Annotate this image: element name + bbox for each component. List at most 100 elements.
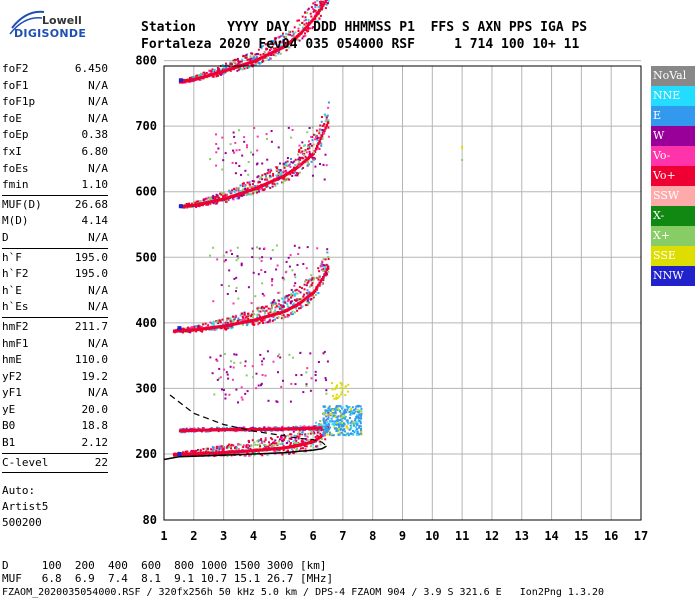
echo-point: [287, 440, 289, 443]
echo-point: [343, 423, 346, 426]
echo-point: [253, 56, 255, 59]
echo-point: [258, 313, 260, 316]
echo-point: [238, 196, 241, 199]
echo-point: [272, 47, 275, 50]
echo-point: [295, 299, 298, 302]
echo-point: [230, 443, 233, 446]
echo-point: [304, 433, 307, 436]
echo-point: [229, 317, 232, 320]
echo-point: [302, 167, 305, 169]
echo-point: [282, 445, 285, 448]
echo-point: [312, 443, 315, 446]
echo-point: [282, 300, 285, 303]
echo-point: [333, 414, 335, 417]
echo-point: [307, 302, 310, 305]
echo-point: [294, 164, 297, 167]
echo-point: [244, 392, 247, 395]
echo-point: [196, 325, 199, 328]
echo-point: [216, 320, 219, 323]
echo-point: [277, 36, 280, 39]
echo-point: [270, 140, 273, 143]
echo-point: [325, 424, 328, 426]
header-labels: Station YYYY DAY DDD HHMMSS P1 FFS S AXN…: [141, 20, 588, 35]
echo-point: [312, 278, 315, 281]
echo-point: [238, 149, 241, 151]
echo-point: [359, 425, 362, 428]
echo-point: [245, 188, 248, 191]
param-row: fmin 1.10: [2, 177, 108, 194]
echo-point: [247, 315, 250, 318]
param-label: foF1p: [2, 95, 36, 109]
echo-point: [253, 441, 256, 444]
echo-point: [277, 355, 279, 358]
echo-point: [325, 116, 328, 119]
echo-point: [248, 444, 251, 447]
echo-point: [278, 306, 281, 309]
echo-point: [292, 302, 295, 305]
echo-point: [282, 449, 285, 452]
echo-point: [360, 430, 363, 433]
echo-point: [237, 452, 240, 455]
param-label: C-level: [2, 455, 49, 469]
echo-point: [224, 152, 227, 155]
echo-point: [311, 432, 314, 435]
echo-point: [339, 415, 342, 418]
echo-point: [336, 406, 339, 409]
echo-point: [301, 26, 304, 29]
auto-code: 500200: [2, 516, 42, 529]
echo-point: [271, 249, 274, 252]
echo-point: [303, 293, 306, 296]
legend-item: E: [651, 106, 695, 126]
echo-point: [226, 373, 229, 376]
echo-point: [235, 276, 238, 279]
echo-point: [251, 183, 254, 186]
echo-point: [311, 27, 314, 30]
echo-point: [260, 438, 263, 441]
echo-point: [307, 301, 310, 304]
echo-point: [279, 45, 281, 48]
echo-point: [271, 185, 274, 188]
echo-point: [355, 421, 358, 424]
echo-point: [338, 395, 341, 398]
echo-point: [326, 360, 329, 363]
echo-point: [269, 307, 272, 310]
echo-point: [325, 419, 328, 421]
echo-point: [326, 433, 329, 436]
echo-point: [221, 168, 224, 171]
echo-point: [324, 120, 327, 123]
echo-point: [323, 132, 326, 135]
echo-point: [261, 186, 263, 189]
echo-point: [278, 42, 281, 45]
echo-point: [319, 14, 322, 17]
echo-point: [298, 431, 301, 434]
echo-point: [294, 174, 297, 177]
param-label: B0: [2, 419, 16, 433]
echo-point: [307, 19, 310, 22]
echo-point: [204, 450, 207, 453]
param-label: foEp: [2, 128, 29, 142]
echo-point: [360, 413, 363, 415]
echo-point: [302, 263, 305, 265]
echo-point: [213, 393, 216, 396]
echo-point: [312, 143, 315, 146]
echo-point: [280, 171, 283, 174]
echo-point: [301, 15, 304, 18]
echo-point: [356, 430, 359, 433]
echo-point: [233, 191, 236, 193]
echo-point: [290, 438, 293, 440]
echo-point: [360, 417, 363, 420]
echo-point: [262, 45, 264, 47]
echo-point: [292, 356, 294, 359]
echo-point: [280, 385, 283, 388]
echo-point: [350, 426, 353, 429]
echo-point: [247, 58, 250, 61]
echo-point: [218, 377, 220, 380]
param-row: C-level 22: [2, 455, 108, 472]
echo-point: [286, 296, 289, 299]
echo-point: [233, 135, 236, 138]
echo-point: [256, 149, 259, 152]
echo-point: [335, 430, 338, 433]
x-tick-label: 10: [425, 529, 439, 543]
echo-point: [254, 53, 257, 56]
echo-point: [309, 12, 312, 15]
